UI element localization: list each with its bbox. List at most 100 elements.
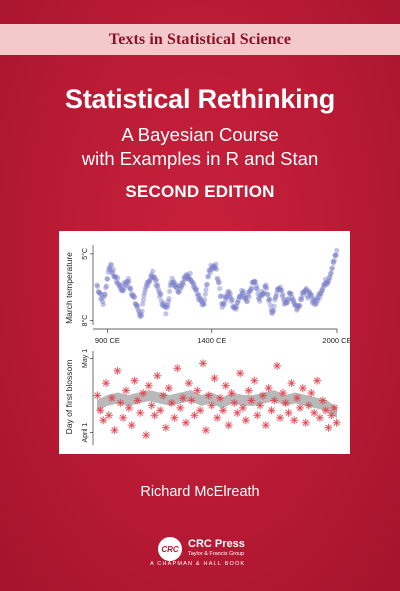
crc-logo-icon: CRC	[158, 537, 182, 561]
author-name: Richard McElreath	[140, 484, 260, 500]
temp-point	[95, 283, 101, 289]
temp-point	[319, 288, 325, 294]
temp-point	[262, 284, 269, 291]
publisher-block: CRC CRC Press Taylor & Francis Group A C…	[150, 533, 275, 573]
temp-point	[234, 299, 240, 306]
temp-point	[313, 301, 319, 307]
blossom-point	[332, 418, 341, 427]
temp-point	[254, 286, 260, 292]
temp-point	[100, 301, 106, 308]
temp-point	[219, 304, 225, 310]
blossom-point	[298, 384, 307, 393]
temp-point	[196, 292, 202, 298]
blossom-point	[122, 386, 131, 395]
temp-point	[162, 304, 168, 310]
blossom-point	[173, 364, 182, 373]
temp-point	[124, 278, 130, 285]
blossom-point	[204, 391, 213, 400]
temp-point	[172, 282, 178, 288]
temp-point	[211, 263, 217, 269]
temp-point	[155, 286, 161, 292]
temp-point	[180, 281, 186, 287]
temp-point	[240, 290, 246, 296]
temp-point	[274, 290, 280, 297]
temp-point	[158, 291, 164, 297]
temp-point	[150, 275, 156, 281]
temp-point	[189, 279, 195, 285]
temp-point	[149, 274, 155, 281]
temp-point	[324, 280, 330, 286]
temp-point	[326, 275, 332, 281]
temp-point	[317, 294, 323, 300]
temp-point	[227, 291, 233, 297]
temp-point	[247, 288, 253, 294]
blossom-point	[270, 396, 279, 405]
temp-point	[290, 297, 297, 303]
temp-point	[258, 292, 264, 299]
temp-point	[193, 287, 199, 293]
temp-point	[287, 291, 294, 297]
blossom-point	[113, 366, 122, 375]
blossom-point	[201, 426, 210, 435]
temp-point	[198, 299, 205, 305]
temp-point	[255, 291, 261, 297]
blossom-point	[142, 431, 151, 440]
temp-point	[225, 291, 232, 297]
blossom-point	[181, 418, 190, 427]
temp-point	[322, 280, 328, 287]
temp-point	[269, 309, 275, 316]
temp-point	[252, 278, 258, 284]
blossom-point	[250, 376, 259, 385]
cover-chart: March temperature 8°C 5°C 900 CE 1400 CE 20…	[64, 245, 350, 445]
temp-point	[106, 264, 113, 271]
temp-point	[195, 296, 202, 303]
blossom-point	[255, 401, 264, 410]
temp-point	[145, 279, 151, 285]
temp-point	[277, 286, 283, 293]
blossom-point	[161, 423, 170, 432]
temp-point	[126, 284, 133, 290]
blossom-point	[261, 421, 270, 430]
temp-point	[309, 299, 315, 306]
temp-point	[179, 280, 185, 286]
temp-point	[217, 293, 223, 299]
blossom-point	[313, 376, 322, 385]
temp-point	[120, 288, 126, 294]
temp-point	[206, 268, 212, 274]
blossom-trend-band	[97, 390, 337, 419]
temp-point	[140, 301, 146, 307]
temp-point	[220, 301, 227, 307]
temp-point	[110, 266, 116, 273]
temp-point	[97, 291, 103, 297]
temp-point	[150, 268, 156, 274]
temp-point	[108, 262, 114, 268]
temp-point	[260, 291, 266, 297]
temp-point	[304, 293, 310, 299]
temp-point	[205, 273, 212, 279]
temp-point	[104, 276, 110, 282]
temp-point	[99, 295, 105, 302]
temp-point	[129, 293, 135, 299]
temp-point	[207, 267, 213, 273]
temp-point	[316, 290, 322, 296]
publisher-group: Taylor & Francis Group	[188, 551, 245, 557]
temp-point	[174, 282, 180, 288]
edition-label: SECOND EDITION	[125, 182, 275, 201]
blossom-point	[324, 423, 333, 432]
temp-point	[197, 297, 203, 304]
temp-point	[190, 280, 196, 286]
temp-point	[188, 276, 194, 282]
temp-point	[198, 296, 204, 302]
temp-point	[187, 277, 193, 283]
temp-point	[229, 298, 235, 304]
temp-point	[260, 290, 267, 296]
blossom-point	[310, 408, 319, 417]
temp-point	[227, 294, 233, 300]
temp-point	[170, 279, 176, 285]
temp-point	[294, 307, 300, 313]
temp-point	[226, 288, 232, 295]
temp-point	[259, 288, 265, 294]
temp-point	[183, 271, 190, 277]
publisher-imprint: A CHAPMAN & HALL BOOK	[150, 561, 246, 567]
temp-point	[296, 302, 302, 309]
